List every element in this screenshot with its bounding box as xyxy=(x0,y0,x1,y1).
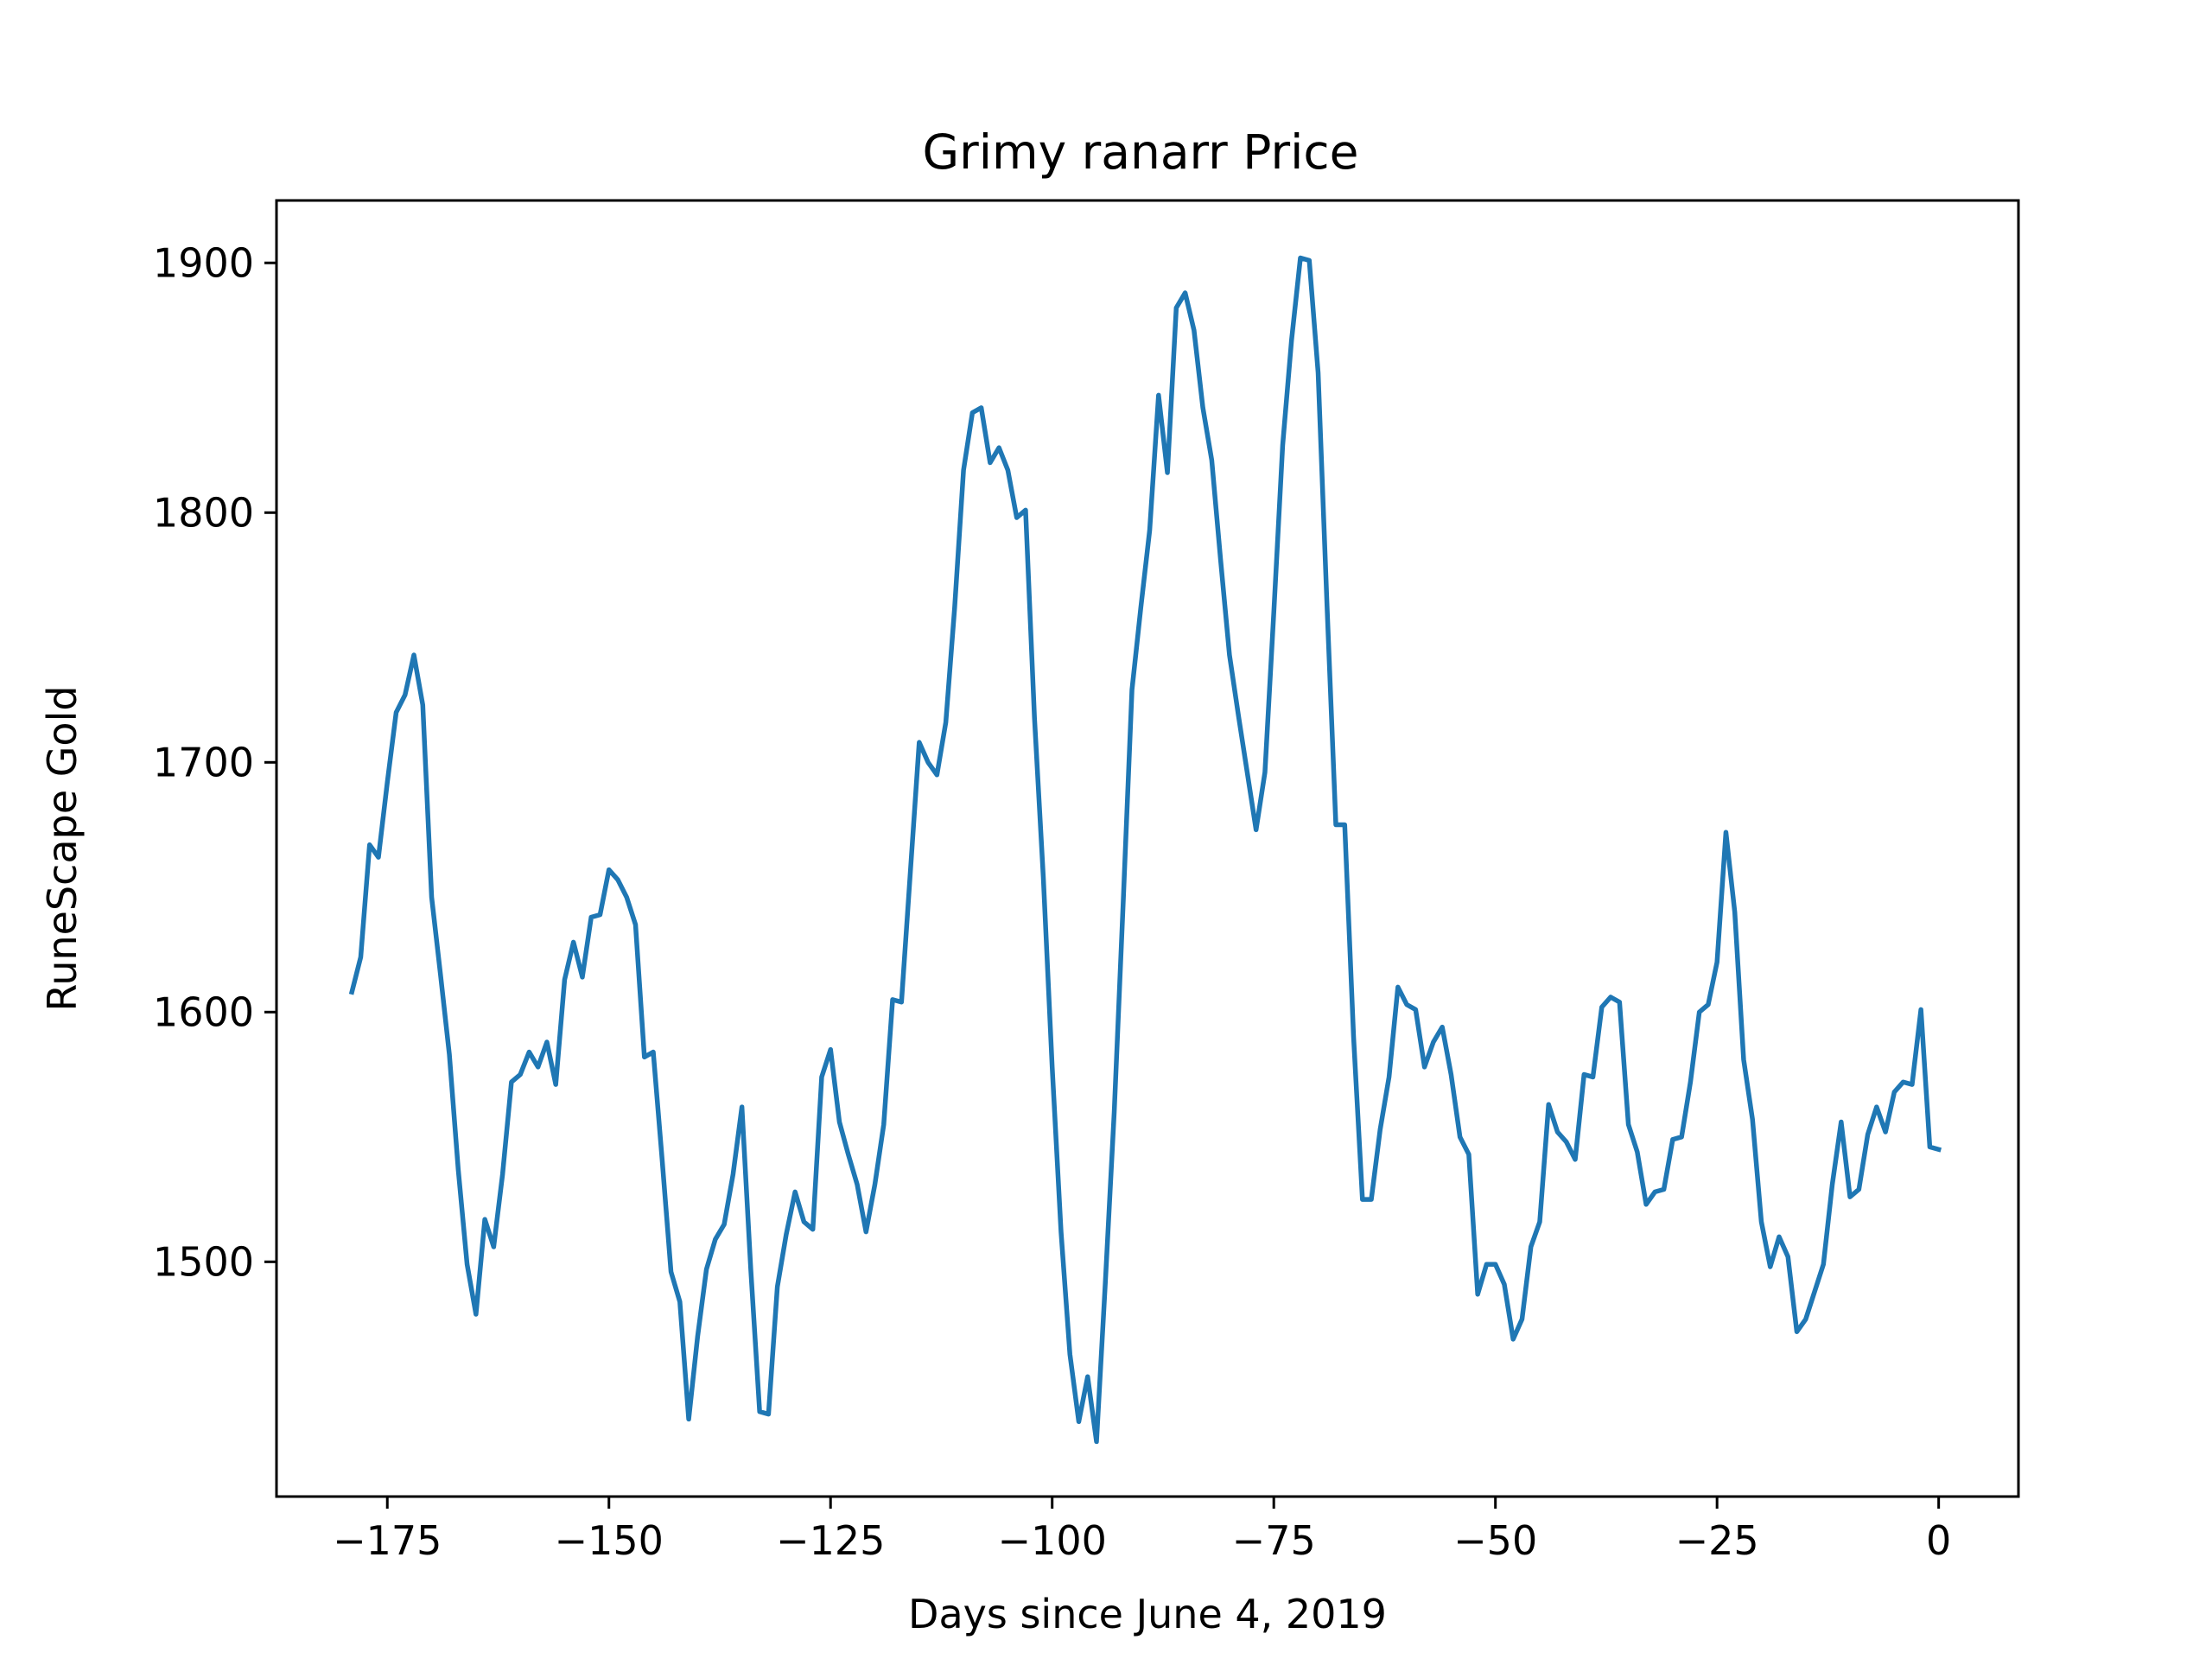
x-tick-label: −75 xyxy=(1232,1517,1316,1564)
x-axis-label: Days since June 4, 2019 xyxy=(908,1591,1387,1637)
y-tick-label: 1600 xyxy=(153,988,254,1035)
axes-frame xyxy=(275,199,2020,1498)
y-tick-label: 1500 xyxy=(153,1238,254,1285)
y-axis: 1500 1600 1700 1800 1900 xyxy=(153,239,276,1285)
x-tick-label: −50 xyxy=(1453,1517,1537,1564)
x-tick-label: −125 xyxy=(776,1517,885,1564)
price-series-line xyxy=(348,255,1942,1445)
x-tick-label: 0 xyxy=(1926,1517,1951,1564)
x-tick-label: −100 xyxy=(998,1517,1107,1564)
y-axis-label: RuneScape Gold xyxy=(39,685,86,1011)
x-axis: −175 −150 −125 −100 −75 −50 −25 0 xyxy=(333,1497,1951,1564)
x-tick-label: −175 xyxy=(333,1517,442,1564)
chart-title: Grimy ranarr Price xyxy=(923,124,1359,180)
x-tick-label: −25 xyxy=(1675,1517,1759,1564)
y-tick-label: 1900 xyxy=(153,239,254,286)
y-tick-label: 1800 xyxy=(153,489,254,536)
y-tick-label: 1700 xyxy=(153,739,254,785)
plot-area xyxy=(275,199,2020,1498)
x-tick-label: −150 xyxy=(555,1517,664,1564)
